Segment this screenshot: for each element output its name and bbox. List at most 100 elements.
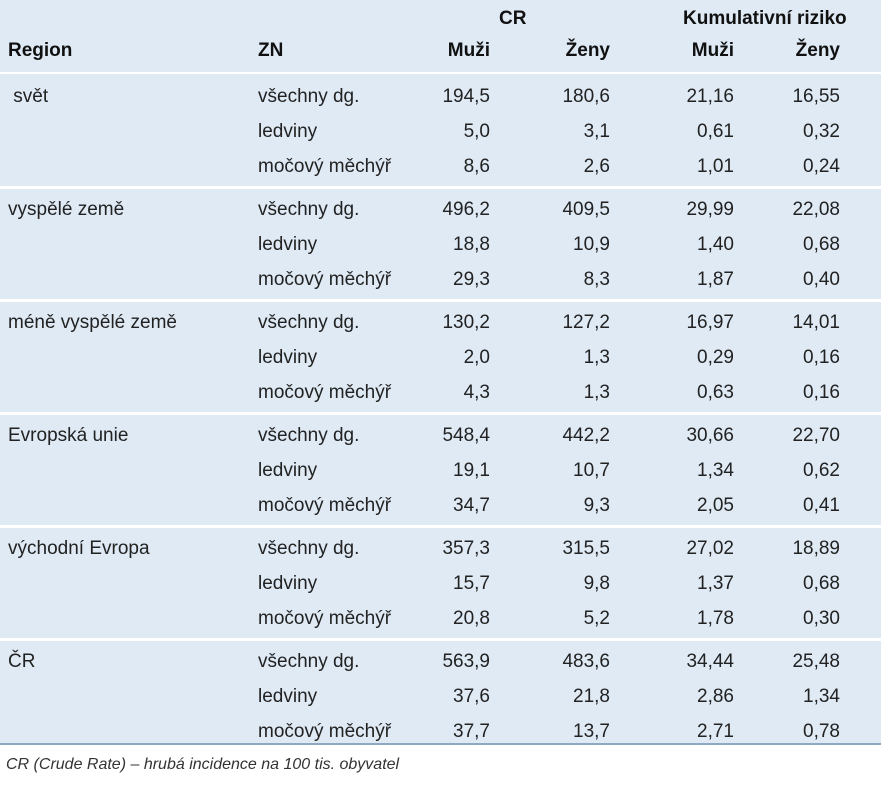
zn-label: ledviny: [258, 460, 318, 481]
risk-women-value: 18,89: [792, 538, 840, 559]
zn-label: ledviny: [258, 573, 318, 594]
risk-men-value: 1,37: [697, 573, 734, 594]
risk-men-value: 1,78: [697, 608, 734, 629]
header-zn: ZN: [258, 40, 284, 61]
cr-men-value: 4,3: [463, 382, 490, 403]
footnote: CR (Crude Rate) – hrubá incidence na 100…: [6, 756, 400, 773]
cr-men-value: 194,5: [442, 86, 490, 107]
header-group-cr: CR: [499, 8, 527, 29]
cr-women-value: 13,7: [573, 721, 610, 742]
cr-women-value: 2,6: [583, 156, 610, 177]
zn-label: močový měchýř: [258, 721, 392, 742]
cr-women-value: 1,3: [583, 382, 610, 403]
header-risk-women: Ženy: [795, 40, 840, 61]
risk-men-value: 21,16: [686, 86, 734, 107]
region-label: východní Evropa: [8, 538, 150, 559]
cr-men-value: 2,0: [463, 347, 490, 368]
zn-label: všechny dg.: [258, 86, 360, 107]
cr-women-value: 180,6: [562, 86, 610, 107]
risk-women-value: 22,70: [792, 425, 840, 446]
region-label: Evropská unie: [8, 425, 129, 446]
risk-women-value: 0,68: [803, 573, 840, 594]
zn-label: ledviny: [258, 121, 318, 142]
group-separator: [0, 299, 881, 302]
cr-women-value: 127,2: [562, 312, 610, 333]
cr-men-value: 19,1: [453, 460, 490, 481]
header-cr-women: Ženy: [565, 40, 610, 61]
risk-men-value: 0,61: [697, 121, 734, 142]
header-group-risk: Kumulativní riziko: [683, 8, 847, 29]
cr-men-value: 5,0: [463, 121, 490, 142]
cr-women-value: 9,3: [583, 495, 610, 516]
header-risk-men: Muži: [691, 40, 734, 61]
zn-label: všechny dg.: [258, 538, 360, 559]
cr-men-value: 15,7: [453, 573, 490, 594]
zn-label: všechny dg.: [258, 425, 360, 446]
risk-women-value: 22,08: [792, 199, 840, 220]
risk-women-value: 0,41: [803, 495, 840, 516]
region-label: svět: [8, 86, 49, 107]
region-label: ČR: [8, 651, 36, 672]
zn-label: močový měchýř: [258, 608, 392, 629]
table-bottom-rule: [0, 743, 881, 745]
cr-men-value: 496,2: [442, 199, 490, 220]
risk-women-value: 16,55: [792, 86, 840, 107]
risk-women-value: 0,40: [803, 269, 840, 290]
risk-women-value: 25,48: [792, 651, 840, 672]
zn-label: ledviny: [258, 686, 318, 707]
risk-men-value: 2,86: [697, 686, 734, 707]
zn-label: močový měchýř: [258, 156, 392, 177]
risk-men-value: 27,02: [686, 538, 734, 559]
cr-men-value: 29,3: [453, 269, 490, 290]
risk-women-value: 14,01: [792, 312, 840, 333]
zn-label: všechny dg.: [258, 312, 360, 333]
risk-women-value: 0,16: [803, 382, 840, 403]
cr-men-value: 37,7: [453, 721, 490, 742]
cr-women-value: 21,8: [573, 686, 610, 707]
risk-men-value: 0,29: [697, 347, 734, 368]
risk-women-value: 0,16: [803, 347, 840, 368]
risk-men-value: 16,97: [686, 312, 734, 333]
zn-label: močový měchýř: [258, 495, 392, 516]
cr-men-value: 130,2: [442, 312, 490, 333]
group-separator: [0, 412, 881, 415]
cr-women-value: 442,2: [562, 425, 610, 446]
risk-men-value: 2,05: [697, 495, 734, 516]
cr-women-value: 409,5: [562, 199, 610, 220]
risk-men-value: 1,34: [697, 460, 734, 481]
risk-women-value: 0,24: [803, 156, 840, 177]
zn-label: močový měchýř: [258, 269, 392, 290]
risk-men-value: 0,63: [697, 382, 734, 403]
cr-men-value: 34,7: [453, 495, 490, 516]
risk-women-value: 0,32: [803, 121, 840, 142]
group-separator: [0, 525, 881, 528]
risk-women-value: 0,78: [803, 721, 840, 742]
zn-label: močový měchýř: [258, 382, 392, 403]
risk-men-value: 30,66: [686, 425, 734, 446]
group-separator: [0, 186, 881, 189]
cr-women-value: 5,2: [583, 608, 610, 629]
table-background: [0, 0, 881, 745]
cr-men-value: 357,3: [442, 538, 490, 559]
region-label: méně vyspělé země: [8, 312, 177, 333]
cr-women-value: 1,3: [583, 347, 610, 368]
cr-women-value: 8,3: [583, 269, 610, 290]
cr-women-value: 10,7: [573, 460, 610, 481]
risk-men-value: 1,87: [697, 269, 734, 290]
cr-women-value: 483,6: [562, 651, 610, 672]
zn-label: všechny dg.: [258, 651, 360, 672]
header-cr-men: Muži: [447, 40, 490, 61]
risk-men-value: 1,40: [697, 234, 734, 255]
zn-label: ledviny: [258, 347, 318, 368]
table-header: CR Kumulativní riziko Region ZN Muži Žen…: [0, 0, 881, 72]
cr-women-value: 10,9: [573, 234, 610, 255]
group-separator: [0, 638, 881, 641]
cr-women-value: 315,5: [562, 538, 610, 559]
risk-men-value: 1,01: [697, 156, 734, 177]
risk-women-value: 0,30: [803, 608, 840, 629]
zn-label: ledviny: [258, 234, 318, 255]
cr-men-value: 548,4: [442, 425, 490, 446]
header-divider: [0, 72, 881, 74]
cr-men-value: 563,9: [442, 651, 490, 672]
